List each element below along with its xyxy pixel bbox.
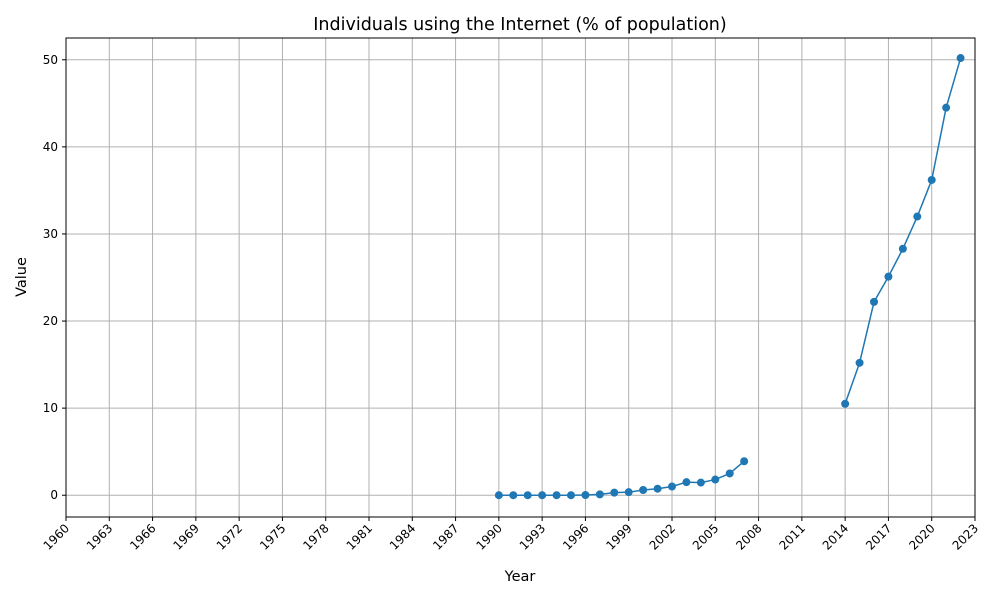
x-tick-label: 1984 [387, 521, 418, 552]
data-point [855, 358, 864, 367]
data-point [913, 212, 922, 221]
x-tick-label: 1993 [517, 521, 548, 552]
data-point [740, 457, 749, 466]
y-tick-label: 10 [43, 401, 58, 415]
x-tick-label: 2014 [820, 521, 851, 552]
chart-title: Individuals using the Internet (% of pop… [313, 15, 726, 35]
x-tick-label: 2023 [950, 521, 981, 552]
data-point [884, 272, 893, 281]
data-point [870, 297, 878, 306]
x-axis: 1960 1963 1966 1969 1972 1975 1978 1981 1984 1987… [41, 517, 981, 553]
data-point [624, 488, 633, 497]
data-point [696, 478, 705, 487]
x-tick-label: 1996 [560, 521, 591, 552]
x-tick-label: 1972 [214, 521, 245, 552]
data-point [567, 491, 575, 500]
x-tick-label: 2020 [906, 521, 937, 552]
x-tick-label: 1975 [257, 521, 288, 552]
x-tick-label: 1978 [300, 521, 331, 552]
data-point [653, 484, 662, 493]
data-point [725, 469, 734, 478]
plot-frame [65, 37, 976, 518]
x-tick-label: 1990 [473, 521, 504, 552]
data-point [610, 488, 619, 497]
y-tick-label: 20 [43, 314, 58, 328]
data-point [841, 399, 850, 408]
data-point [523, 491, 532, 500]
data-point [711, 475, 720, 484]
data-point [595, 490, 604, 499]
y-tick-label: 0 [50, 488, 58, 502]
x-tick-label: 2008 [733, 521, 764, 552]
data-point [552, 491, 561, 500]
data-point [538, 491, 547, 500]
x-tick-label: 1963 [84, 521, 115, 552]
y-tick-label: 30 [43, 227, 58, 241]
data-point [668, 482, 676, 491]
x-tick-label: 1987 [430, 521, 461, 552]
data-point [927, 175, 936, 184]
y-tick-label: 50 [43, 53, 58, 67]
x-axis-label: Year [504, 569, 536, 585]
y-axis-label: Value [14, 257, 30, 297]
x-tick-label: 1960 [41, 521, 72, 552]
series-line [498, 460, 745, 496]
x-tick-label: 2002 [647, 521, 678, 552]
y-tick-label: 40 [43, 140, 58, 154]
data-point [898, 244, 907, 253]
series-layer [494, 54, 965, 500]
data-point [682, 478, 691, 487]
x-tick-label: 2005 [690, 521, 721, 552]
data-point [639, 486, 648, 494]
grid-layer [65, 38, 976, 517]
x-tick-label: 1966 [127, 521, 158, 552]
x-tick-label: 1969 [170, 521, 201, 552]
data-point [494, 491, 503, 500]
data-point [509, 491, 518, 500]
data-point [581, 491, 590, 500]
x-tick-label: 1981 [344, 521, 375, 552]
x-tick-label: 2017 [863, 521, 894, 552]
x-tick-label: 2011 [776, 521, 807, 552]
data-point [942, 103, 951, 112]
x-tick-label: 1999 [603, 521, 634, 552]
data-point [956, 54, 965, 63]
y-axis: 0 10 20 30 40 50 [43, 53, 66, 502]
